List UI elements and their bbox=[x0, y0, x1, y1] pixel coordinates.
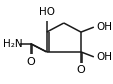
Text: OH: OH bbox=[96, 52, 112, 62]
Text: H₂N: H₂N bbox=[3, 39, 22, 49]
Text: HO: HO bbox=[38, 7, 54, 17]
Text: O: O bbox=[26, 57, 35, 67]
Text: OH: OH bbox=[96, 22, 112, 32]
Text: O: O bbox=[76, 65, 85, 75]
